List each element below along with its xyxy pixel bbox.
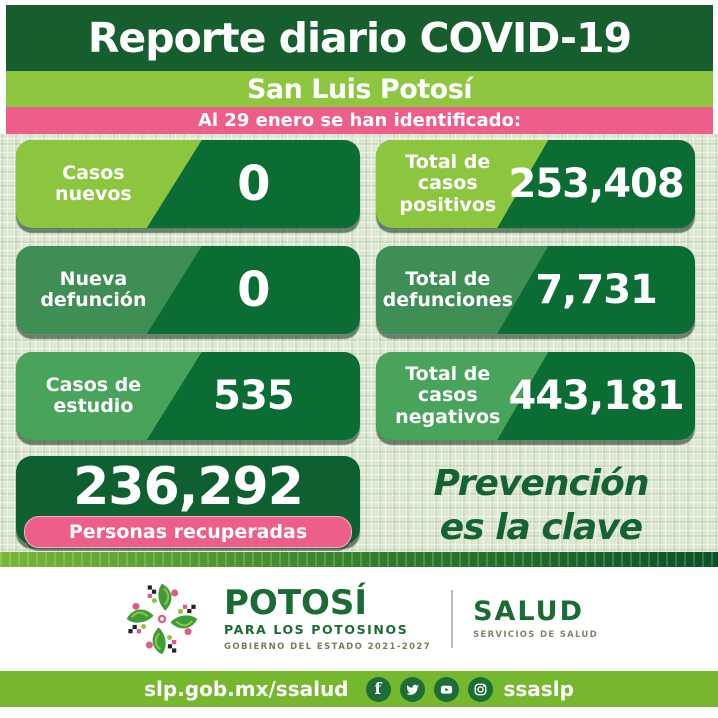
logo-divider-line [451,590,454,648]
stat-label: Total de defunciones [382,267,513,311]
stat-label: Nueva defunción [40,267,147,311]
stat-label: Total de casos negativos [395,363,501,428]
social-handle[interactable]: ssaslp [503,677,574,701]
recovered-card: 236,292 Personas recuperadas [16,456,360,548]
stat-card-total-negativos: Total de casos negativos 443,181 [376,352,695,440]
date-banner-text: Al 29 enero se han identificado: [197,110,522,131]
salud-wordmark: SALUD [473,596,584,627]
stat-card-casos-estudio: Casos de estudio 535 [16,352,360,440]
government-term-text: GOBIERNO DEL ESTADO 2021-2027 [224,642,432,652]
twitter-icon[interactable] [399,676,425,702]
instagram-icon[interactable] [467,676,493,702]
social-footer-bar: slp.gob.mx/ssalud f ssaslp [0,671,718,707]
stat-label: Total de casos positivos [399,151,497,216]
salud-tagline: SERVICIOS DE SALUD [473,630,598,640]
stats-section: Casos nuevos 0 Total de casos positivos … [0,134,718,552]
potosi-wordmark-block: POTOSÍ PARA LOS POTOSINOS GOBIERNO DEL E… [224,586,431,652]
page-title: Reporte diario COVID-19 [87,14,632,62]
salud-wordmark-block: SALUD SERVICIOS DE SALUD [473,598,598,640]
potosi-rosette-logo [125,583,199,656]
stat-value: 253,408 [508,161,685,207]
stat-label: Casos nuevos [55,161,132,205]
pattern-divider-strip [0,552,718,567]
website-url[interactable]: slp.gob.mx/ssalud [144,677,349,701]
government-footer: POTOSÍ PARA LOS POTOSINOS GOBIERNO DEL E… [0,567,718,671]
stat-card-total-defunciones: Total de defunciones 7,731 [376,246,695,334]
stat-cards-grid: Casos nuevos 0 Total de casos positivos … [16,140,695,440]
stat-value: 0 [237,156,270,212]
state-name: San Luis Potosí [246,73,473,105]
stat-card-casos-nuevos: Casos nuevos 0 [16,140,360,228]
potosi-wordmark: POTOSÍ [224,583,368,623]
stat-value: 443,181 [508,373,685,419]
report-header: Reporte diario COVID-19 [6,5,713,71]
stat-value: 7,731 [535,267,658,313]
stat-card-total-positivos: Total de casos positivos 253,408 [376,140,695,228]
stat-value: 535 [213,373,294,419]
potosi-tagline: PARA LOS POTOSINOS [224,622,409,637]
prevention-slogan: Prevención es la clave [433,463,650,548]
youtube-icon[interactable] [433,676,459,702]
recovered-value: 236,292 [73,457,304,517]
stat-value: 0 [237,262,270,318]
recovered-label-pill: Personas recuperadas [24,516,352,548]
stat-card-nueva-defuncion: Nueva defunción 0 [16,246,360,334]
date-banner: Al 29 enero se han identificado: [6,107,713,134]
facebook-icon[interactable]: f [365,676,391,702]
state-subheader: San Luis Potosí [6,71,713,107]
stat-label: Casos de estudio [45,373,142,417]
